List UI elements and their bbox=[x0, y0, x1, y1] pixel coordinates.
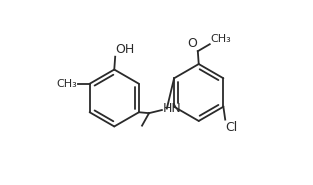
Text: CH₃: CH₃ bbox=[56, 79, 77, 89]
Text: CH₃: CH₃ bbox=[210, 34, 231, 44]
Text: OH: OH bbox=[116, 43, 135, 56]
Text: O: O bbox=[187, 37, 197, 50]
Text: HN: HN bbox=[163, 102, 182, 115]
Text: Cl: Cl bbox=[226, 120, 238, 134]
